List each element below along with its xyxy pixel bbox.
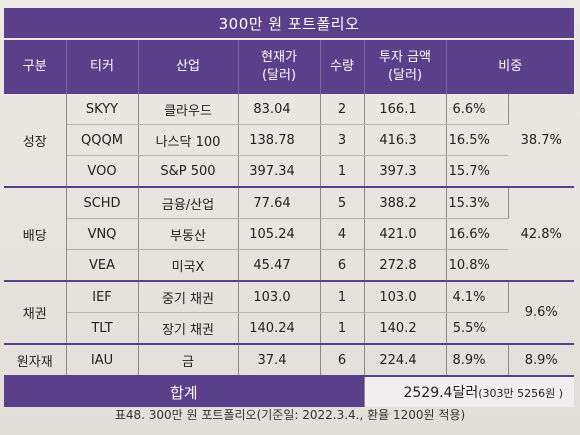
qty-cell: 6	[320, 249, 365, 282]
header-industry: 산업	[138, 40, 239, 94]
ticker-cell: IAU	[66, 344, 139, 377]
pct-cell: 6.6%	[446, 94, 509, 125]
qty-cell: 3	[320, 124, 365, 156]
amount-cell: 103.0	[364, 281, 447, 313]
table-row: VEA 미국X 45.47 6 272.8 10.8%	[4, 249, 574, 282]
ticker-cell: QQQM	[66, 124, 139, 156]
ticker-cell: SCHD	[66, 187, 139, 219]
pct-cell: 15.3%	[446, 187, 509, 219]
amount-cell: 140.2	[364, 312, 447, 345]
header-price-unit: (달러)	[261, 68, 297, 83]
pct-cell: 16.6%	[446, 218, 508, 250]
table-row: VOO S&P 500 397.34 1 397.3 15.7%	[4, 155, 574, 188]
header-qty: 수량	[320, 40, 365, 94]
pct-cell: 10.8%	[446, 249, 508, 282]
industry-cell: 금	[138, 344, 239, 377]
ticker-cell: IEF	[66, 281, 139, 313]
price-cell: 103.0	[238, 281, 321, 313]
total-row: 합계 2529.4달러(303만 5256원 )	[4, 376, 575, 407]
total-label: 합계	[4, 376, 365, 407]
table-row: 원자재 IAU 금 37.4 6 224.4 8.9% 8.9%	[4, 344, 575, 377]
qty-cell: 1	[320, 312, 365, 345]
industry-cell: S&P 500	[138, 155, 239, 188]
amount-cell: 421.0	[364, 218, 447, 250]
industry-cell: 금융/산업	[138, 187, 239, 219]
table-row: QQQM 나스닥 100 138.78 3 416.3 16.5%	[4, 124, 574, 156]
price-cell: 37.4	[238, 344, 321, 377]
price-cell: 397.34	[238, 155, 321, 188]
qty-cell: 2	[320, 94, 365, 125]
portfolio-table: 구분 티커 산업 현재가 (달러) 수량 투자 금액 (달러) 비중 성장 SK…	[4, 40, 575, 407]
table-row: VNQ 부동산 105.24 4 421.0 16.6%	[4, 218, 574, 250]
industry-cell: 나스닥 100	[138, 124, 239, 156]
industry-cell: 장기 채권	[138, 312, 239, 345]
header-row: 구분 티커 산업 현재가 (달러) 수량 투자 금액 (달러) 비중	[4, 40, 575, 94]
price-cell: 140.24	[238, 312, 321, 345]
ticker-cell: VEA	[66, 249, 139, 282]
table-row: TLT 장기 채권 140.24 1 140.2 5.5%	[4, 312, 574, 345]
amount-cell: 416.3	[364, 124, 447, 156]
total-value: 2529.4달러	[403, 385, 479, 401]
amount-cell: 166.1	[364, 94, 447, 125]
ticker-cell: TLT	[66, 312, 139, 345]
table-title: 300만 원 포트폴리오	[4, 8, 574, 38]
header-ticker: 티커	[66, 40, 139, 94]
ticker-cell: SKYY	[66, 94, 139, 125]
price-cell: 138.78	[238, 124, 321, 156]
table-row: 배당 SCHD 금융/산업 77.64 5 388.2 15.3% 42.8%	[4, 187, 575, 282]
ticker-cell: VOO	[66, 155, 139, 188]
table-caption: 표48. 300만 원 포트폴리오(기준일: 2022.3.4., 환율 120…	[114, 408, 466, 422]
table-row: 채권 IEF 중기 채권 103.0 1 103.0 4.1% 9.6%	[4, 281, 575, 345]
total-value-note: (303만 5256원 )	[478, 387, 564, 400]
group-label: 성장	[4, 94, 67, 188]
qty-cell: 6	[320, 344, 365, 377]
amount-cell: 388.2	[364, 187, 447, 219]
pct-cell: 4.1%	[446, 281, 509, 313]
industry-cell: 클라우드	[138, 94, 239, 125]
group-label: 원자재	[4, 344, 67, 377]
group-weight: 8.9%	[508, 344, 575, 377]
qty-cell: 1	[320, 155, 365, 188]
header-invest: 투자 금액 (달러)	[364, 40, 447, 94]
pct-cell: 15.7%	[446, 155, 508, 188]
ticker-cell: VNQ	[66, 218, 139, 250]
qty-cell: 4	[320, 218, 365, 250]
group-label: 채권	[4, 281, 67, 345]
industry-cell: 부동산	[138, 218, 239, 250]
price-cell: 83.04	[238, 94, 321, 125]
table-row: 성장 SKYY 클라우드 83.04 2 166.1 6.6% 38.7%	[4, 94, 575, 188]
header-invest-label: 투자 금액	[379, 50, 431, 65]
header-price-label: 현재가	[261, 50, 297, 65]
header-category: 구분	[4, 40, 67, 94]
amount-cell: 397.3	[364, 155, 447, 188]
header-weight: 비중	[446, 40, 575, 94]
pct-cell: 5.5%	[446, 312, 508, 345]
price-cell: 105.24	[238, 218, 321, 250]
pct-cell: 8.9%	[446, 344, 509, 377]
amount-cell: 272.8	[364, 249, 447, 282]
group-label: 배당	[4, 187, 67, 282]
total-value-cell: 2529.4달러(303만 5256원 )	[364, 376, 575, 407]
group-weight: 9.6%	[508, 281, 575, 345]
price-cell: 45.47	[238, 249, 321, 282]
header-price: 현재가 (달러)	[238, 40, 321, 94]
qty-cell: 1	[320, 281, 365, 313]
industry-cell: 미국X	[138, 249, 239, 282]
amount-cell: 224.4	[364, 344, 447, 377]
industry-cell: 중기 채권	[138, 281, 239, 313]
price-cell: 77.64	[238, 187, 321, 219]
group-weight: 42.8%	[508, 187, 575, 282]
header-invest-unit: (달러)	[387, 68, 423, 83]
qty-cell: 5	[320, 187, 365, 219]
pct-cell: 16.5%	[446, 124, 508, 156]
group-weight: 38.7%	[508, 94, 575, 188]
